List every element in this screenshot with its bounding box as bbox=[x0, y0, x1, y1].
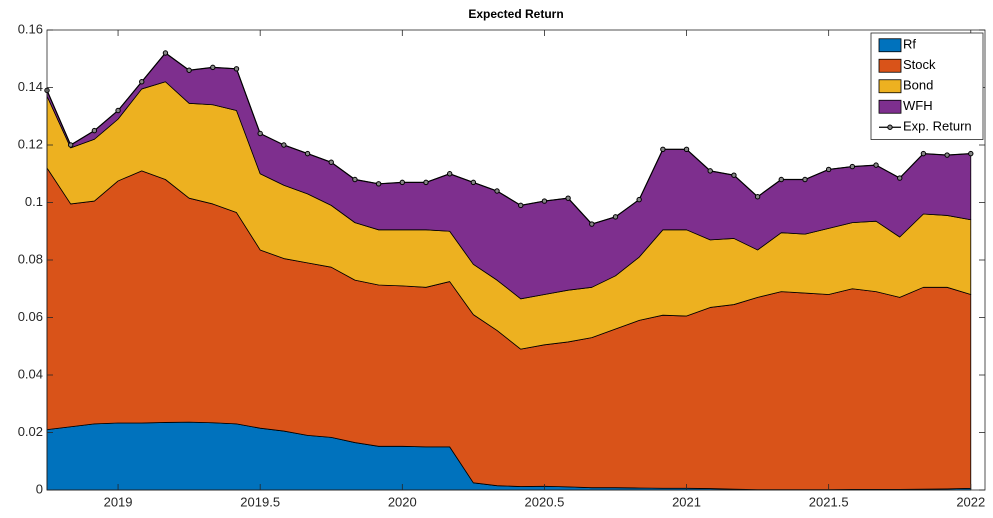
line-marker bbox=[518, 202, 524, 209]
line-marker bbox=[873, 162, 879, 168]
y-tick-label: 0.1 bbox=[25, 194, 43, 209]
line-marker bbox=[612, 214, 619, 220]
x-tick-label: 2020 bbox=[388, 494, 417, 509]
legend-label: Stock bbox=[903, 57, 936, 72]
line-marker bbox=[494, 188, 500, 194]
x-tick-label: 2020.5 bbox=[525, 494, 565, 509]
legend-swatch bbox=[878, 99, 902, 114]
y-tick-label: 0.06 bbox=[18, 309, 43, 324]
legend-swatch bbox=[878, 58, 902, 73]
line-marker bbox=[139, 79, 145, 85]
line-marker bbox=[825, 166, 832, 173]
legend-label: WFH bbox=[903, 98, 933, 113]
line-marker bbox=[162, 50, 169, 56]
line-marker bbox=[778, 176, 784, 183]
chart-title: Expected Return bbox=[468, 7, 563, 21]
line-marker bbox=[683, 146, 690, 153]
line-marker bbox=[446, 171, 453, 177]
x-tick-label: 2021 bbox=[672, 494, 701, 509]
y-tick-label: 0 bbox=[36, 481, 43, 496]
line-marker bbox=[91, 127, 98, 134]
line-marker bbox=[968, 150, 974, 157]
y-tick-label: 0.14 bbox=[18, 79, 43, 94]
legend-label: Rf bbox=[903, 37, 916, 52]
line bbox=[46, 52, 971, 225]
line-marker bbox=[352, 176, 358, 183]
line-marker bbox=[304, 150, 311, 157]
x-tick-label: 2022 bbox=[956, 494, 985, 509]
line-marker bbox=[281, 142, 287, 148]
line-marker bbox=[731, 172, 737, 178]
legend-label: Exp. Return bbox=[903, 119, 972, 134]
line-marker bbox=[565, 195, 571, 201]
line-marker bbox=[754, 194, 761, 200]
line-marker bbox=[257, 130, 263, 137]
y-tick-label: 0.12 bbox=[18, 136, 43, 151]
line-marker bbox=[802, 176, 808, 183]
line-marker bbox=[589, 221, 595, 227]
line-marker bbox=[233, 66, 240, 72]
line-marker bbox=[541, 198, 548, 204]
legend-swatch bbox=[878, 79, 902, 94]
line-marker bbox=[423, 179, 429, 186]
y-tick-label: 0.08 bbox=[18, 251, 43, 266]
line-marker bbox=[67, 142, 74, 148]
legend-label: Bond bbox=[903, 78, 933, 93]
y-tick-label: 0.02 bbox=[18, 424, 43, 439]
legend-marker bbox=[887, 124, 893, 130]
line-marker bbox=[470, 179, 477, 186]
line-marker bbox=[399, 179, 406, 186]
x-tick-label: 2021.5 bbox=[809, 494, 849, 509]
legend: Rf Stock Bond WFH Exp. Return bbox=[870, 32, 984, 140]
line-marker bbox=[115, 107, 121, 114]
y-tick-label: 0.04 bbox=[18, 366, 43, 381]
x-tick-label: 2019 bbox=[104, 494, 133, 509]
x-tick-label: 2019.5 bbox=[240, 494, 280, 509]
line-marker bbox=[328, 159, 334, 165]
line-marker bbox=[636, 196, 642, 203]
line-marker bbox=[849, 163, 856, 170]
line-marker bbox=[944, 152, 950, 158]
line-marker bbox=[375, 181, 382, 187]
line-marker bbox=[707, 168, 713, 174]
y-tick-label: 0.16 bbox=[18, 21, 43, 36]
line-marker bbox=[920, 150, 927, 157]
line-marker bbox=[897, 175, 903, 181]
line-marker bbox=[210, 64, 216, 71]
legend-swatch bbox=[878, 38, 902, 53]
line-marker bbox=[186, 67, 192, 73]
line-marker bbox=[660, 146, 666, 153]
